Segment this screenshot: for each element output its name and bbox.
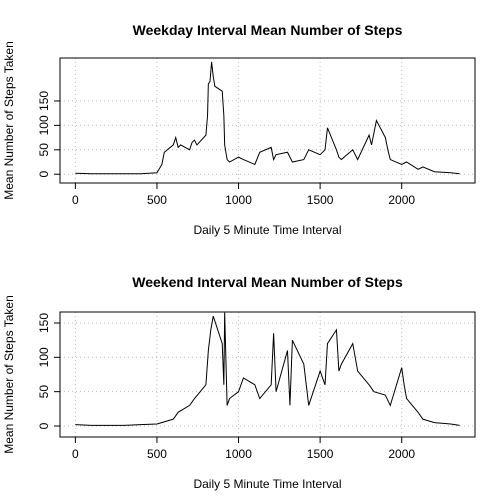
x-axis-label: Daily 5 Minute Time Interval — [193, 477, 341, 491]
y-tick-label: 100 — [37, 115, 51, 135]
y-tick-label: 0 — [37, 422, 51, 429]
x-axis-label: Daily 5 Minute Time Interval — [193, 223, 341, 237]
x-tick-label: 2000 — [388, 447, 415, 461]
chart-title: Weekday Interval Mean Number of Steps — [133, 22, 403, 38]
y-tick-label: 0 — [37, 171, 51, 178]
data-line — [75, 312, 460, 426]
chart-title: Weekend Interval Mean Number of Steps — [132, 274, 403, 290]
x-tick-label: 500 — [147, 193, 167, 207]
plot-frame — [59, 311, 476, 438]
y-tick-label: 100 — [37, 347, 51, 367]
y-tick-label: 150 — [37, 313, 51, 333]
x-tick-label: 1000 — [225, 193, 252, 207]
x-tick-label: 0 — [72, 193, 79, 207]
plot-frame — [59, 57, 476, 184]
x-tick-label: 1000 — [225, 447, 252, 461]
data-line — [75, 61, 460, 175]
x-tick-label: 2000 — [388, 193, 415, 207]
x-tick-label: 0 — [72, 447, 79, 461]
y-tick-label: 50 — [37, 143, 51, 157]
y-axis-label: Mean Number of Steps Taken — [2, 41, 16, 200]
y-tick-label: 150 — [37, 91, 51, 111]
y-axis-label: Mean Number of Steps Taken — [2, 295, 16, 454]
x-tick-label: 1500 — [307, 193, 334, 207]
x-tick-label: 500 — [147, 447, 167, 461]
x-tick-label: 1500 — [307, 447, 334, 461]
y-tick-label: 50 — [37, 385, 51, 399]
